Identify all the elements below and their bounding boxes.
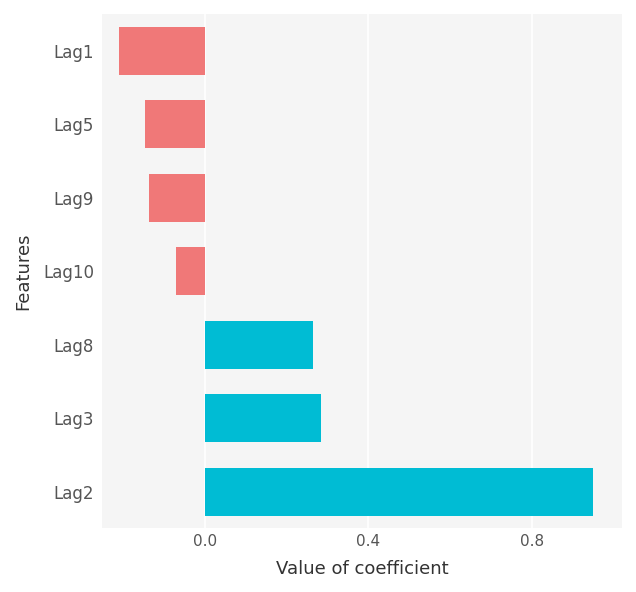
Bar — [119, 27, 205, 75]
Y-axis label: Features: Features — [14, 233, 32, 310]
Bar — [149, 174, 205, 221]
Bar — [145, 100, 205, 148]
Bar — [205, 321, 313, 369]
X-axis label: Value of coefficient: Value of coefficient — [276, 560, 448, 578]
Bar — [205, 394, 321, 442]
Bar — [176, 247, 205, 295]
Bar — [205, 468, 593, 516]
